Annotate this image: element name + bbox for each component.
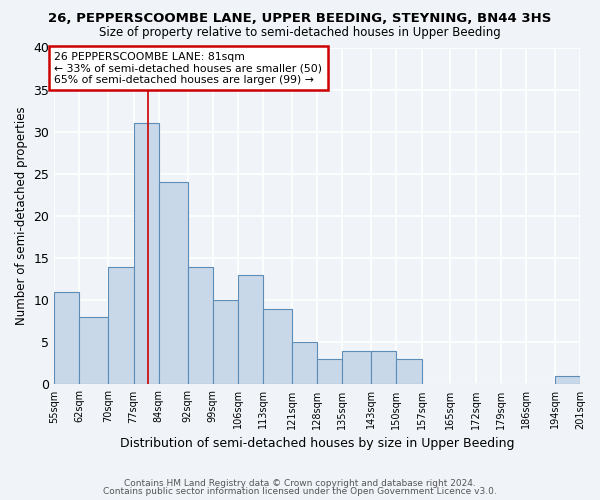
Bar bbox=[79, 317, 109, 384]
Bar bbox=[317, 359, 343, 384]
Bar bbox=[54, 292, 79, 384]
X-axis label: Distribution of semi-detached houses by size in Upper Beeding: Distribution of semi-detached houses by … bbox=[120, 437, 514, 450]
Bar bbox=[134, 124, 159, 384]
Bar bbox=[555, 376, 580, 384]
Bar bbox=[238, 275, 263, 384]
Bar bbox=[159, 182, 188, 384]
Text: Size of property relative to semi-detached houses in Upper Beeding: Size of property relative to semi-detach… bbox=[99, 26, 501, 39]
Bar bbox=[371, 350, 397, 384]
Bar bbox=[213, 300, 238, 384]
Text: Contains HM Land Registry data © Crown copyright and database right 2024.: Contains HM Land Registry data © Crown c… bbox=[124, 478, 476, 488]
Bar bbox=[292, 342, 317, 384]
Bar bbox=[343, 350, 371, 384]
Bar bbox=[188, 266, 213, 384]
Bar bbox=[397, 359, 422, 384]
Bar bbox=[263, 308, 292, 384]
Bar bbox=[109, 266, 134, 384]
Text: 26, PEPPERSCOOMBE LANE, UPPER BEEDING, STEYNING, BN44 3HS: 26, PEPPERSCOOMBE LANE, UPPER BEEDING, S… bbox=[49, 12, 551, 26]
Text: Contains public sector information licensed under the Open Government Licence v3: Contains public sector information licen… bbox=[103, 487, 497, 496]
Text: 26 PEPPERSCOOMBE LANE: 81sqm
← 33% of semi-detached houses are smaller (50)
65% : 26 PEPPERSCOOMBE LANE: 81sqm ← 33% of se… bbox=[54, 52, 322, 85]
Y-axis label: Number of semi-detached properties: Number of semi-detached properties bbox=[15, 106, 28, 326]
